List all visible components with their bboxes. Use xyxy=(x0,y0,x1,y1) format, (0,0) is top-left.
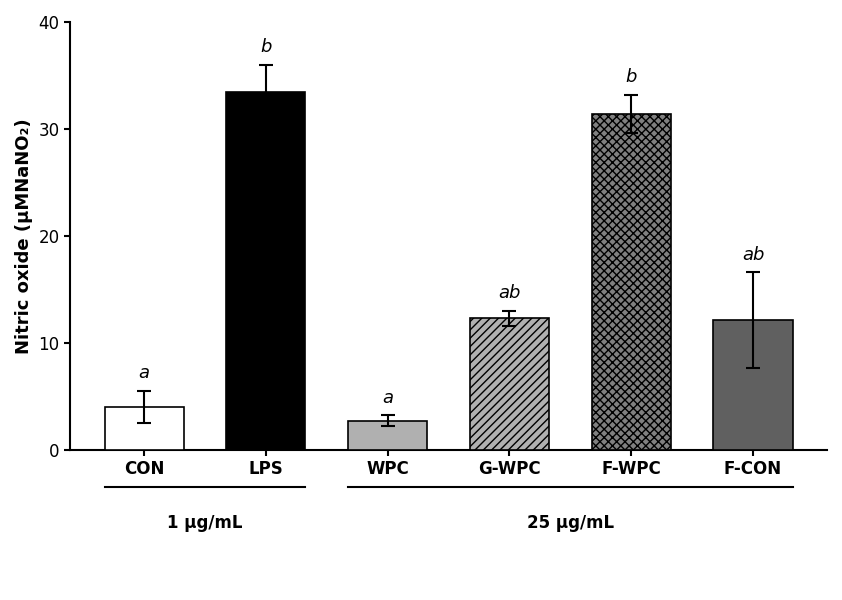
Text: a: a xyxy=(382,389,393,407)
Text: 1 μg/mL: 1 μg/mL xyxy=(168,514,242,532)
Bar xyxy=(226,92,306,450)
Text: b: b xyxy=(626,68,637,86)
Text: a: a xyxy=(139,364,150,382)
Y-axis label: Nitric oxide (μMNaNO₂): Nitric oxide (μMNaNO₂) xyxy=(15,118,33,353)
Text: b: b xyxy=(260,38,272,56)
Bar xyxy=(713,320,792,450)
Text: ab: ab xyxy=(498,284,520,302)
Text: 25 μg/mL: 25 μg/mL xyxy=(527,514,614,532)
Text: ab: ab xyxy=(742,245,765,263)
Bar xyxy=(592,114,671,450)
Bar xyxy=(470,318,549,450)
Bar xyxy=(104,407,184,450)
Bar xyxy=(348,421,427,450)
